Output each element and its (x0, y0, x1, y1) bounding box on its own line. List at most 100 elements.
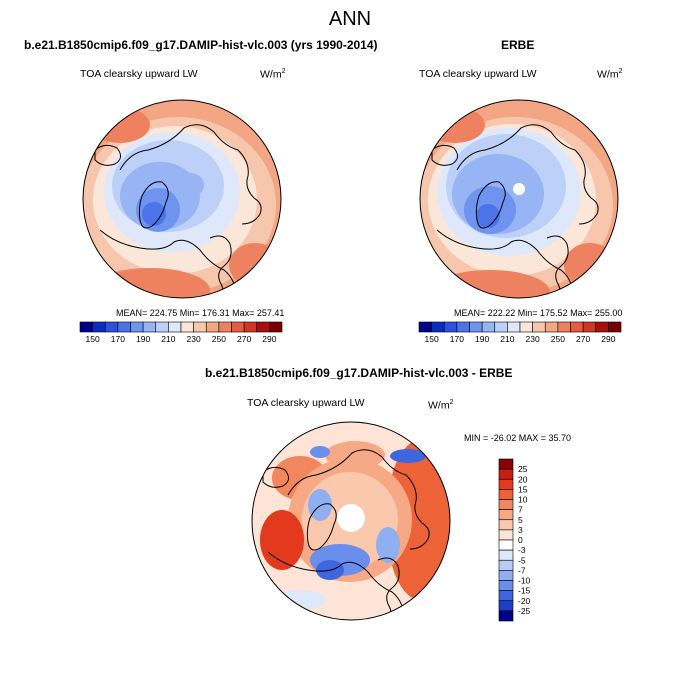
colorbar-swatch (498, 509, 514, 521)
colorbar-tick-label: 20 (518, 474, 528, 484)
left-colorbar: 150 170 190 210 230 250 270 290 (79, 321, 283, 344)
map-fill-hot (386, 440, 450, 600)
diff-units-label: W/m2 (428, 399, 454, 412)
colorbar-swatch (218, 321, 232, 333)
colorbar-tick-label: 290 (601, 334, 615, 344)
map-fill-hot (425, 107, 485, 143)
map-fill-cold (390, 449, 426, 463)
colorbar-swatch (498, 468, 514, 480)
colorbar-tick-label: 230 (187, 334, 201, 344)
colorbar-swatch (79, 321, 93, 333)
colorbar-tick-label: -5 (518, 555, 526, 565)
coastline (287, 449, 430, 550)
right-colorbar: 150 170 190 210 230 250 270 290 (418, 321, 622, 344)
map-fill-cool (310, 446, 330, 458)
diff-minmax: MIN = -26.02 MAX = 35.70 (464, 433, 572, 443)
colorbar-swatch (155, 321, 169, 333)
left-polar-map (82, 99, 282, 299)
map-fill-hot (229, 243, 281, 287)
colorbar-swatch (582, 321, 597, 333)
colorbar-tick-label: -25 (518, 606, 531, 616)
greenland-coast (138, 181, 169, 229)
colorbar-swatch (142, 321, 157, 333)
coastline (262, 466, 289, 488)
colorbar-swatch (498, 539, 514, 551)
colorbar-swatch (180, 321, 194, 333)
colorbar-swatch (608, 321, 622, 333)
pole-gap (337, 504, 365, 532)
colorbar-swatch (231, 321, 245, 333)
colorbar-swatch (469, 321, 483, 333)
colorbar-tick-label: 230 (526, 334, 540, 344)
right-units-label: W/m2 (597, 68, 623, 81)
colorbar-swatch (498, 610, 514, 622)
colorbar-swatch (595, 321, 609, 333)
map-fill-hot (90, 107, 150, 143)
map-fill-band (176, 173, 204, 197)
colorbar-tick-label: 170 (450, 334, 464, 344)
colorbar-swatch (431, 321, 445, 333)
coastline (209, 235, 232, 298)
main-title: ANN (328, 8, 372, 30)
colorbar-swatch (269, 321, 283, 333)
colorbar-swatch (481, 321, 496, 333)
coastline (377, 557, 400, 620)
coastline (94, 144, 121, 166)
colorbar-tick-label: -7 (518, 565, 526, 575)
colorbar-swatch (205, 321, 220, 333)
colorbar-tick-label: 15 (518, 484, 528, 494)
pole-gap (513, 183, 525, 195)
colorbar-tick-label: -20 (518, 596, 531, 606)
colorbar-swatch (494, 321, 508, 333)
map-fill-hot (90, 268, 210, 298)
colorbar-tick-label: 190 (475, 334, 489, 344)
coastline (456, 124, 599, 225)
colorbar-swatch (519, 321, 533, 333)
right-variable-label: TOA clearsky upward LW (419, 68, 537, 80)
colorbar-tick-label: 270 (576, 334, 590, 344)
colorbar-swatch (498, 489, 514, 500)
map-fill-core (476, 204, 500, 228)
colorbar-swatch (498, 580, 514, 591)
colorbar-tick-label: 210 (161, 334, 175, 344)
colorbar-swatch (544, 321, 559, 333)
colorbar-tick-label: 150 (86, 334, 100, 344)
map-fill-hot (430, 270, 550, 298)
colorbar-tick-label: 210 (500, 334, 514, 344)
map-fill-core (142, 202, 166, 226)
diff-polar-map (251, 421, 451, 621)
colorbar-swatch (193, 321, 207, 333)
colorbar-swatch (570, 321, 584, 333)
coastline (436, 229, 574, 293)
colorbar-swatch (498, 590, 514, 602)
colorbar-tick-label: 5 (518, 515, 523, 525)
colorbar-swatch (130, 321, 144, 333)
colorbar-tick-label: 7 (518, 505, 523, 515)
colorbar-tick-label: 270 (237, 334, 251, 344)
map-border (251, 421, 451, 621)
right-panel-title: ERBE (501, 38, 535, 52)
colorbar-swatch (418, 321, 432, 333)
colorbar-swatch (498, 458, 514, 470)
colorbar-swatch (117, 321, 131, 333)
colorbar-tick-label: 150 (425, 334, 439, 344)
colorbar-tick-label: 250 (551, 334, 565, 344)
colorbar-tick-label: 170 (111, 334, 125, 344)
colorbar-tick-label: 25 (518, 464, 528, 474)
colorbar-swatch (498, 570, 514, 581)
left-panel-title: b.e21.B1850cmip6.f09_g17.DAMIP-hist-vlc.… (24, 38, 378, 52)
colorbar-tick-label: 190 (136, 334, 150, 344)
colorbar-swatch (104, 321, 119, 333)
diff-panel-title: b.e21.B1850cmip6.f09_g17.DAMIP-hist-vlc.… (205, 366, 513, 380)
colorbar-swatch (168, 321, 182, 333)
greenland-coast (306, 503, 337, 551)
colorbar-swatch (498, 600, 514, 612)
colorbar-tick-label: -15 (518, 586, 531, 596)
colorbar-swatch (443, 321, 458, 333)
colorbar-tick-label: 0 (518, 535, 523, 545)
map-border (419, 99, 619, 299)
coastline (546, 235, 569, 298)
colorbar-swatch (532, 321, 546, 333)
